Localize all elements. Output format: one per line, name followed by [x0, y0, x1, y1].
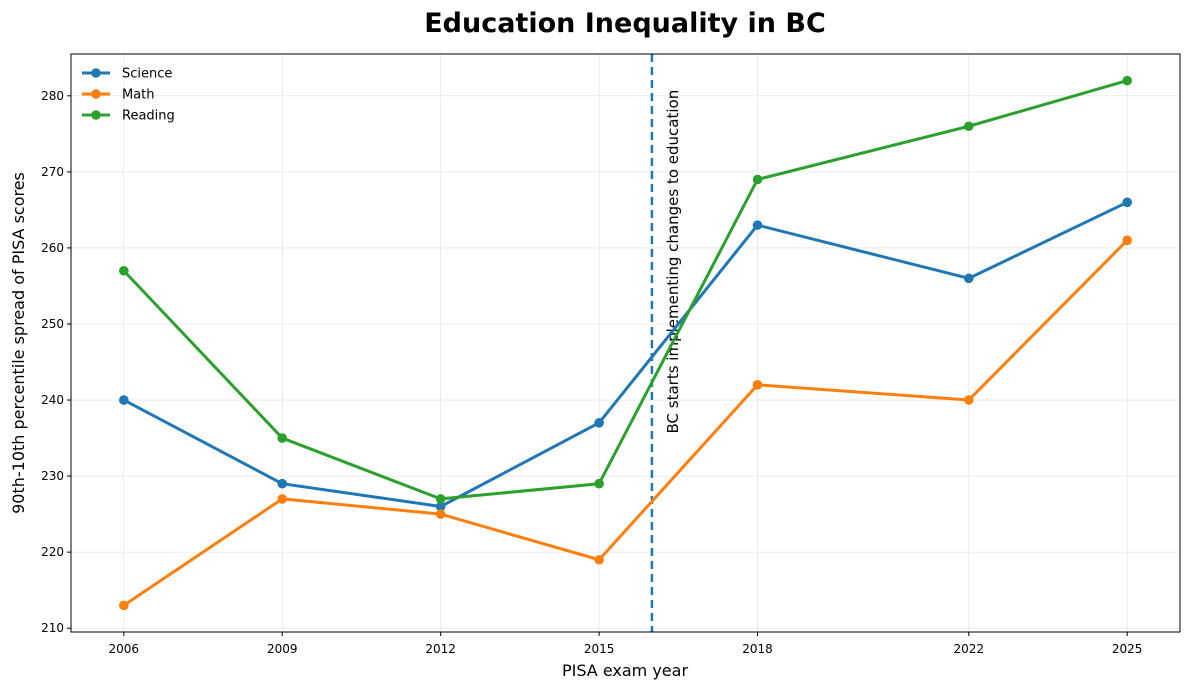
- series-math: [119, 235, 1132, 611]
- data-point-math: [1122, 235, 1132, 246]
- y-tick-label: 210: [41, 621, 64, 635]
- legend-label: Math: [122, 88, 155, 103]
- x-tick-label: 2006: [109, 642, 140, 656]
- data-point-science: [435, 501, 446, 512]
- annotation-label: BC starts implementing changes to educat…: [664, 90, 682, 434]
- x-tick-label: 2025: [1112, 642, 1143, 656]
- data-point-reading: [435, 494, 446, 504]
- data-point-science: [119, 395, 129, 405]
- data-point-math: [594, 554, 604, 565]
- series-line-reading: [122, 79, 1128, 501]
- data-point-math: [435, 509, 446, 519]
- data-point-reading: [752, 174, 763, 185]
- data-point-reading: [594, 478, 604, 489]
- data-point-science: [277, 478, 288, 489]
- legend-label: Science: [122, 67, 172, 82]
- x-axis-label: PISA exam year: [562, 661, 688, 680]
- y-axis-label: 90th-10th percentile spread of PISA scor…: [9, 172, 28, 514]
- series-science: [119, 197, 1132, 512]
- y-tick-label: 270: [41, 165, 64, 179]
- plot-frame: [70, 53, 1181, 633]
- x-tick-label: 2018: [742, 642, 773, 656]
- y-tick-label: 220: [41, 545, 64, 559]
- grid: [71, 54, 1180, 632]
- data-point-reading: [277, 433, 288, 443]
- legend-item-math: Math: [82, 88, 155, 103]
- data-point-reading: [1122, 75, 1132, 86]
- data-point-science: [963, 273, 974, 284]
- legend-item-reading: Reading: [82, 109, 175, 124]
- data-point-math: [277, 494, 288, 504]
- data-point-science: [1122, 197, 1132, 208]
- legend: Science Math Reading: [82, 67, 175, 124]
- series-line-math: [122, 239, 1129, 607]
- data-point-math: [963, 395, 974, 405]
- y-tick-label: 240: [41, 393, 64, 407]
- legend-swatch-marker: [91, 89, 101, 99]
- legend-swatch-marker: [91, 110, 101, 120]
- y-tick-label: 230: [41, 469, 64, 483]
- data-point-science: [594, 418, 604, 428]
- y-tick-label: 280: [41, 89, 64, 103]
- data-point-science: [752, 220, 763, 230]
- legend-swatch-marker: [91, 68, 101, 78]
- data-point-reading: [963, 121, 974, 132]
- data-point-reading: [119, 265, 129, 276]
- data-point-math: [119, 600, 129, 611]
- x-tick-label: 2015: [584, 642, 615, 656]
- legend-label: Reading: [122, 109, 175, 124]
- data-point-math: [752, 380, 763, 390]
- series-layer: [119, 75, 1132, 611]
- chart-title: Education Inequality in BC: [424, 8, 826, 39]
- y-tick-label: 260: [41, 241, 64, 255]
- x-tick-label: 2012: [425, 642, 456, 656]
- series-reading: [119, 75, 1132, 504]
- y-tick-label: 250: [41, 317, 64, 331]
- legend-item-science: Science: [82, 67, 172, 82]
- x-tick-label: 2009: [267, 642, 298, 656]
- x-tick-label: 2022: [953, 642, 984, 656]
- axis-ticks: 210 220 230 240 250 260 270 280 2006 2009 2012 2015…: [41, 89, 1142, 656]
- annotation-layer: BC starts implementing changes to educat…: [650, 54, 682, 632]
